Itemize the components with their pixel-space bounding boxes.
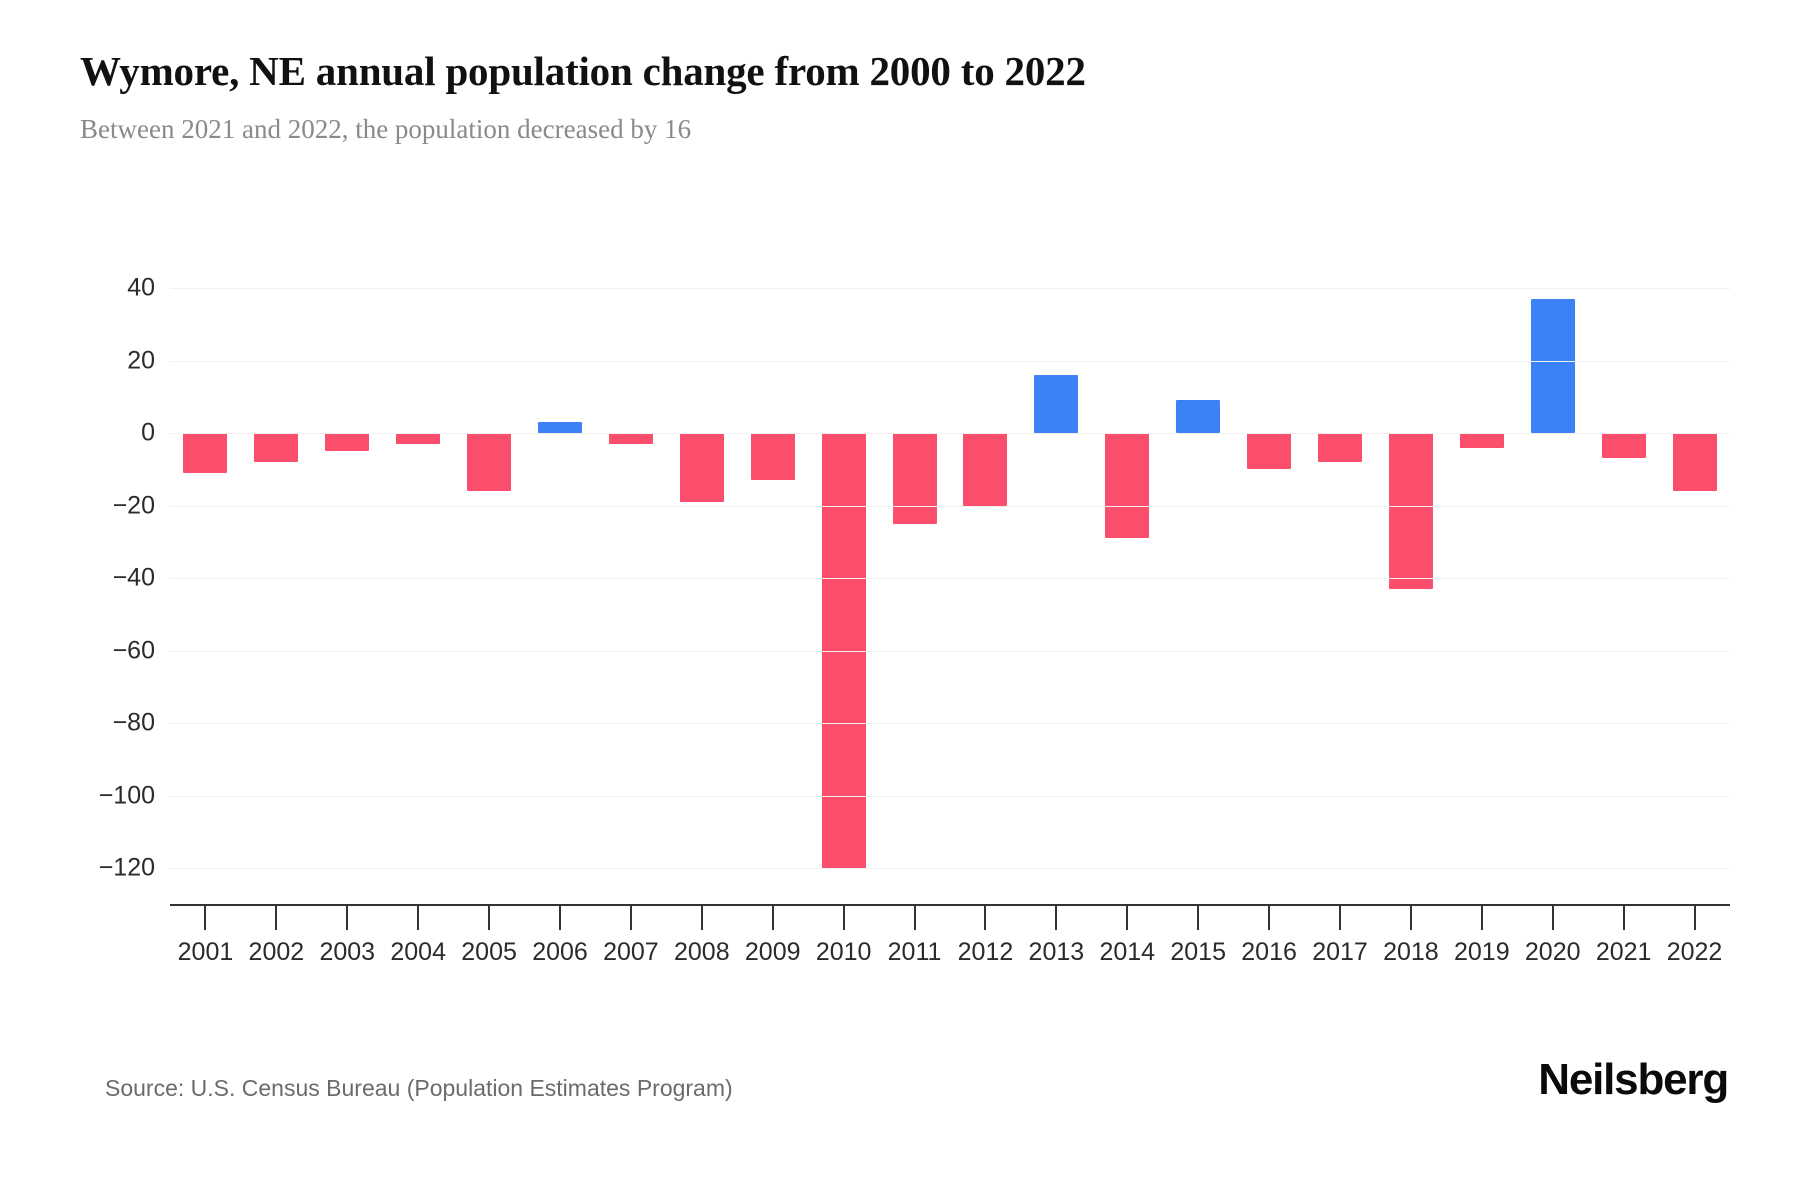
chart-subtitle: Between 2021 and 2022, the population de… (80, 114, 692, 145)
y-axis-tick-label: −60 (112, 636, 155, 664)
x-axis-tick-label-2008: 2008 (674, 938, 730, 966)
x-axis-tick-label-2016: 2016 (1241, 938, 1297, 966)
x-axis-tick-label-2011: 2011 (887, 938, 942, 966)
bar-2018[interactable] (1388, 433, 1433, 589)
bar-2003[interactable] (325, 433, 370, 452)
bar-2017[interactable] (1318, 433, 1362, 462)
gridline (170, 360, 1730, 362)
x-axis-tick-mark (1480, 904, 1483, 930)
y-axis-tick-label: 40 (127, 273, 155, 302)
x-axis-tick-mark (488, 904, 491, 930)
bar-2002[interactable] (254, 433, 299, 462)
bar-2019[interactable] (1459, 433, 1504, 448)
x-axis-tick-mark (771, 904, 774, 930)
bar-2020[interactable] (1530, 298, 1575, 433)
x-axis-tick-mark (842, 904, 845, 930)
y-axis-tick-label: 20 (127, 346, 155, 374)
x-axis-tick-label-2022: 2022 (1666, 938, 1723, 966)
bar-2015[interactable] (1176, 400, 1221, 433)
x-axis-tick-label-2002: 2002 (248, 938, 305, 966)
bar-2009[interactable] (750, 433, 795, 481)
bar-2014[interactable] (1105, 433, 1150, 539)
x-axis: 2001 2002 2003 2004 2005 2006 2007 2008 2009 2010… (170, 904, 1730, 1024)
plot-canvas (170, 288, 1730, 869)
x-axis-tick-mark (700, 904, 703, 930)
y-axis-tick-label: 0 (141, 418, 155, 447)
bar-2004[interactable] (396, 433, 441, 444)
x-axis-tick-mark (1693, 904, 1696, 930)
page-title: Wymore, NE annual population change from… (80, 48, 1086, 94)
y-axis-tick-label: −100 (98, 781, 155, 809)
x-axis-tick-mark (1055, 904, 1058, 930)
zero-gridline (170, 433, 1730, 434)
y-axis: 40 20 0 −20 −40 −60 −80 −100 −120 (70, 274, 155, 882)
bar-2008[interactable] (679, 433, 724, 502)
x-axis-tick-label-2015: 2015 (1170, 938, 1226, 966)
x-axis-tick-mark (1339, 904, 1341, 930)
x-axis-tick-label-2021: 2021 (1595, 938, 1652, 966)
bar-2021[interactable] (1601, 433, 1646, 459)
x-axis-tick-label-2014: 2014 (1099, 938, 1156, 966)
bar-2006[interactable] (538, 422, 582, 433)
bar-2005[interactable] (467, 433, 512, 491)
x-axis-tick-label-2017: 2017 (1312, 938, 1368, 966)
x-axis-tick-mark (1126, 904, 1129, 930)
gridline (170, 288, 1730, 289)
x-axis-tick-label-2001: 2001 (177, 938, 234, 966)
x-axis-tick-label-2007: 2007 (603, 938, 659, 966)
bar-2011[interactable] (892, 433, 937, 524)
x-axis-tick-label-2009: 2009 (744, 938, 801, 966)
x-axis-tick-mark (1268, 904, 1271, 930)
x-axis-tick-mark (204, 904, 207, 930)
x-axis-tick-mark (275, 904, 278, 930)
x-axis-tick-label-2019: 2019 (1454, 938, 1510, 966)
source-note: Source: U.S. Census Bureau (Population E… (105, 1075, 733, 1101)
gridline (170, 578, 1730, 579)
bar-2001[interactable] (183, 433, 228, 473)
x-axis-tick-mark (417, 904, 420, 930)
x-axis-tick-label-2004: 2004 (390, 938, 446, 966)
bar-2012[interactable] (963, 433, 1008, 506)
x-axis-tick-label-2018: 2018 (1383, 938, 1439, 966)
x-axis-tick-label-2005: 2005 (461, 938, 517, 966)
gridline (170, 650, 1730, 652)
y-axis-tick-label: −120 (98, 853, 155, 882)
x-axis-tick-mark (913, 904, 916, 930)
chart-header: Wymore, NE annual population change from… (80, 48, 1720, 146)
x-axis-tick-label-2020: 2020 (1524, 938, 1581, 966)
x-axis-tick-mark (346, 904, 349, 930)
gridline (170, 868, 1730, 869)
x-axis-tick-mark (984, 904, 987, 930)
bar-2022[interactable] (1672, 433, 1717, 491)
gridline (170, 723, 1730, 724)
x-axis-tick-mark (1551, 904, 1554, 930)
x-axis-tick-mark (629, 904, 632, 930)
x-axis-tick-label-2010: 2010 (815, 938, 872, 966)
brand-logo: Neilsberg (1538, 1055, 1729, 1104)
x-axis-tick-label-2012: 2012 (957, 938, 1014, 966)
x-axis-tick-label-2003: 2003 (319, 938, 376, 966)
bar-2007[interactable] (608, 433, 653, 444)
x-axis-tick-mark (1622, 904, 1625, 930)
y-axis-tick-label: −20 (112, 491, 155, 519)
x-axis-tick-label-2006: 2006 (532, 938, 588, 966)
gridline (170, 795, 1730, 797)
y-axis-tick-label: −80 (112, 708, 155, 737)
gridline (170, 505, 1730, 507)
x-axis-line (170, 904, 1730, 906)
bar-2013[interactable] (1034, 375, 1079, 433)
y-axis-tick-label: −40 (112, 563, 155, 592)
x-axis-tick-mark (1197, 904, 1200, 930)
x-axis-tick-mark (1409, 904, 1412, 930)
bar-2016[interactable] (1247, 433, 1292, 470)
x-axis-tick-label-2013: 2013 (1028, 938, 1085, 966)
x-axis-tick-mark (559, 904, 561, 930)
